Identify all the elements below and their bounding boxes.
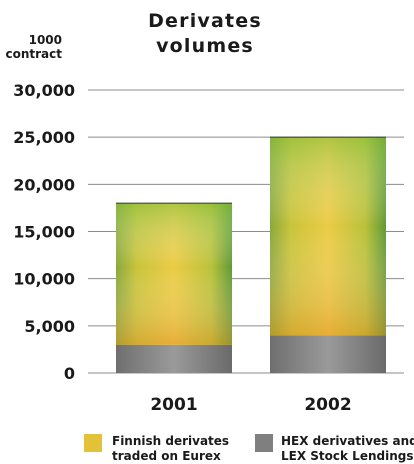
x-axis-category-labels: 2001 2002 bbox=[150, 395, 351, 415]
chart-title-line-1: Derivates bbox=[148, 10, 262, 32]
legend-label-hex-line-1: HEX derivatives and bbox=[281, 434, 414, 448]
bar-segment-finnish-shade-2001 bbox=[116, 203, 232, 345]
y-tick-label: 0 bbox=[64, 364, 75, 383]
legend-swatch-finnish-derivates bbox=[84, 434, 102, 452]
y-axis-tick-labels: 0 5,000 10,000 15,000 20,000 25,000 30,000 bbox=[13, 81, 75, 383]
y-tick-label: 25,000 bbox=[13, 128, 75, 147]
legend-label-finnish-line-1: Finnish derivates bbox=[112, 434, 229, 448]
x-category-label: 2001 bbox=[150, 395, 197, 415]
legend-label-hex-line-2: LEX Stock Lendings bbox=[281, 449, 413, 463]
chart-title-line-2: volumes bbox=[156, 35, 254, 57]
y-tick-label: 5,000 bbox=[24, 317, 75, 336]
bar-segment-finnish-shade-2002 bbox=[270, 137, 386, 336]
bar-segment-hex-2001 bbox=[116, 344, 232, 373]
bars bbox=[116, 136, 386, 373]
legend: Finnish derivates traded on Eurex HEX de… bbox=[84, 434, 414, 463]
y-axis-unit-line-1: 1000 bbox=[29, 33, 62, 47]
y-tick-label: 10,000 bbox=[13, 270, 75, 289]
y-tick-label: 15,000 bbox=[13, 223, 75, 242]
legend-label-finnish-line-2: traded on Eurex bbox=[112, 449, 221, 463]
y-axis-unit-line-2: contract bbox=[5, 47, 62, 61]
bar-segment-hex-2002 bbox=[270, 335, 386, 373]
y-tick-label: 20,000 bbox=[13, 175, 75, 194]
x-category-label: 2002 bbox=[304, 395, 351, 415]
legend-swatch-hex-derivatives bbox=[255, 434, 273, 452]
y-tick-label: 30,000 bbox=[13, 81, 75, 100]
